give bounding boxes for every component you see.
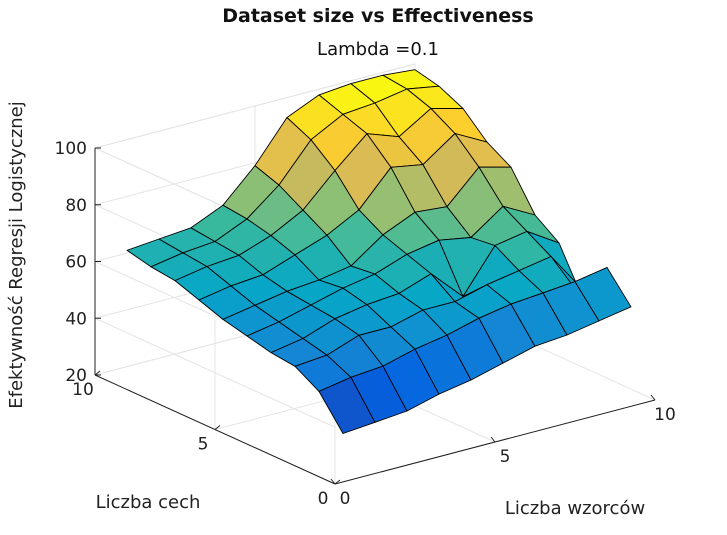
y-tick-mark: [214, 425, 221, 430]
x-tick-label: 0: [340, 489, 351, 509]
chart-title: Dataset size vs Effectiveness: [222, 5, 534, 27]
y-tick-label: 5: [198, 435, 209, 455]
y-tick-mark: [94, 370, 101, 376]
x-tick-mark: [650, 394, 656, 401]
x-tick-label: 10: [654, 405, 676, 425]
x-tick-mark: [330, 478, 336, 485]
z-tick-label: 20: [65, 366, 87, 386]
x-axis-label: Liczba wzorców: [505, 498, 645, 519]
x-tick-mark: [490, 436, 496, 443]
grid-line: [94, 63, 416, 149]
surface: [126, 69, 632, 434]
z-tick-label: 60: [65, 253, 87, 273]
z-tick-label: 100: [55, 139, 87, 159]
z-tick-label: 40: [65, 309, 87, 329]
y-tick-label: 0: [318, 489, 329, 509]
y-axis-label: Liczba cech: [96, 492, 201, 513]
y-tick-label: 10: [72, 380, 94, 400]
x-tick-label: 5: [500, 447, 511, 467]
z-axis-label: Efektywność Regresji Logistycznej: [6, 101, 27, 409]
surface-face: [574, 267, 632, 322]
chart-subtitle: Lambda =0.1: [317, 39, 439, 60]
z-tick-label: 80: [65, 196, 87, 216]
y-tick-mark: [334, 479, 341, 485]
axes: [94, 147, 656, 485]
